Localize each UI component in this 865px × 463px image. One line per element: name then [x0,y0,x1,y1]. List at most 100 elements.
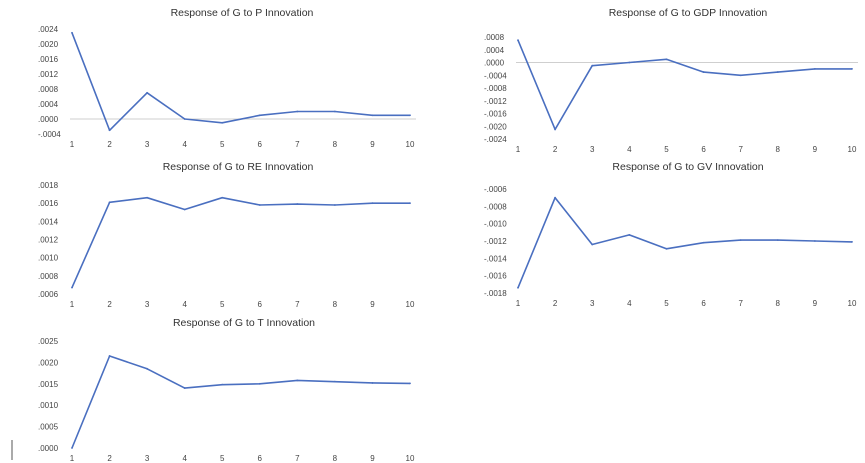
x-tick-label: 5 [220,454,225,463]
data-point [517,39,519,42]
y-tick-label: -.0016 [484,110,507,119]
data-point [71,447,73,449]
x-tick-label: 5 [664,145,669,154]
data-point [813,67,816,70]
x-tick-label: 5 [220,140,225,149]
x-tick-label: 1 [516,145,521,154]
x-tick-label: 10 [406,140,415,149]
y-tick-label: .0004 [38,100,59,109]
y-tick-label: -.0008 [484,202,507,211]
data-point [371,382,374,384]
y-tick-label: -.0018 [484,289,507,298]
chart-panel-2: Response of G to GDP Innovation .0008 .000… [484,7,858,154]
x-tick-label: 9 [370,454,375,463]
series-line [517,196,853,289]
y-tick-label: -.0006 [484,185,507,194]
data-point [851,240,853,243]
x-tick-label: 3 [145,140,150,149]
x-tick-label: 9 [813,145,818,154]
x-tick-label: 3 [590,145,595,154]
data-point [221,121,224,124]
x-tick-label: 8 [333,140,338,149]
data-point [108,129,111,132]
data-point [371,202,374,205]
x-tick-label: 6 [701,145,706,154]
y-tick-label: .0014 [38,217,59,226]
data-point [333,110,336,113]
data-point [665,58,668,61]
y-tick-label: .0025 [38,337,59,346]
x-tick-label: 10 [848,145,857,154]
y-tick-label: .0020 [38,40,59,49]
data-point [628,61,631,64]
x-tick-label: 5 [220,300,225,309]
data-point [702,241,705,244]
x-tick-label: 5 [664,299,669,308]
data-point [71,286,73,289]
x-tick-label: 7 [295,140,300,149]
data-point [296,203,299,205]
x-tick-label: 4 [627,299,632,308]
x-tick-label: 8 [333,300,338,309]
data-point [591,64,594,67]
chart-title: Response of G to RE Innovation [163,161,314,173]
x-tick-label: 10 [406,454,415,463]
x-tick-label: 8 [776,299,781,308]
y-tick-label: -.0008 [484,84,507,93]
data-point [333,380,336,383]
x-tick-label: 3 [145,300,150,309]
y-tick-label: .0005 [38,423,59,432]
x-tick-label: 4 [627,145,632,154]
y-tick-label: .0010 [38,254,59,263]
y-tick-label: .0000 [38,115,59,124]
y-tick-label: .0006 [38,290,59,299]
x-tick-label: 7 [295,454,300,463]
chart-title: Response of G to P Innovation [171,7,314,19]
data-point [517,286,519,289]
x-tick-label: 4 [182,140,187,149]
data-point [108,355,111,357]
y-tick-label: -.0020 [484,122,507,131]
y-tick-label: .0016 [38,55,59,64]
y-tick-label: .0015 [38,380,59,389]
x-tick-label: 4 [182,454,187,463]
series-line [71,32,410,132]
x-tick-label: 3 [590,299,595,308]
x-tick-label: 6 [258,140,263,149]
chart-title: Response of G to T Innovation [173,317,315,329]
data-point [371,114,374,117]
y-tick-label: -.0012 [484,237,507,246]
x-tick-label: 9 [370,300,375,309]
x-tick-label: 9 [813,299,818,308]
y-tick-label: .0020 [38,358,59,367]
data-point [146,367,149,370]
y-tick-label: -.0016 [484,272,507,281]
y-tick-label: .0008 [38,272,59,281]
y-tick-label: -.0012 [484,97,507,106]
y-tick-label: .0012 [38,70,59,79]
data-point [813,240,816,242]
data-point [146,196,149,199]
chart-panel-1: Response of G to P Innovation .0024 .0020.… [38,7,416,149]
y-tick-label: -.0014 [484,254,507,263]
x-tick-label: 6 [258,454,263,463]
y-tick-label: -.0004 [38,130,61,139]
y-tick-label: -.0010 [484,220,507,229]
data-point [739,239,742,242]
data-point [258,382,261,385]
y-tick-label: .0010 [38,401,59,410]
data-point [776,71,779,73]
data-point [628,234,631,236]
data-point [554,128,557,131]
x-tick-label: 2 [107,140,112,149]
chart-panel-4: Response of G to GV Innovation -.0006 -.00… [484,161,857,308]
x-tick-label: 8 [776,145,781,154]
y-tick-label: -.0024 [484,135,507,144]
data-point [258,204,261,206]
x-tick-label: 7 [738,145,743,154]
x-tick-label: 9 [370,140,375,149]
data-point [409,202,411,205]
data-point [183,118,186,120]
y-tick-label: .0024 [38,25,59,34]
series-line [517,39,852,131]
